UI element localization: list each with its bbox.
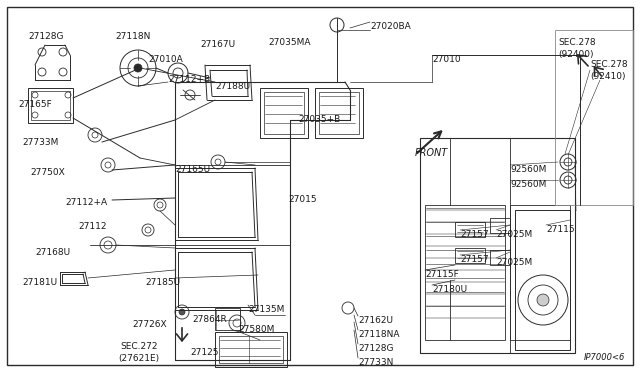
Text: 27135M: 27135M xyxy=(248,305,284,314)
Text: 27112+A: 27112+A xyxy=(65,198,107,207)
Bar xyxy=(219,336,283,363)
Text: 27115: 27115 xyxy=(546,225,575,234)
Text: SEC.278: SEC.278 xyxy=(590,60,628,69)
Text: 27025M: 27025M xyxy=(496,230,532,239)
Text: 27157: 27157 xyxy=(460,255,488,264)
Text: 27112+B: 27112+B xyxy=(168,75,210,84)
Text: 27188U: 27188U xyxy=(215,82,250,91)
Text: 27165F: 27165F xyxy=(18,100,52,109)
Bar xyxy=(260,88,308,138)
Text: 27185U: 27185U xyxy=(145,278,180,287)
Bar xyxy=(315,88,363,138)
Text: 27125: 27125 xyxy=(190,348,218,357)
Text: 27168U: 27168U xyxy=(35,248,70,257)
Text: 27010A: 27010A xyxy=(148,55,183,64)
Text: IP7000<6: IP7000<6 xyxy=(584,353,625,362)
Text: 27035MA: 27035MA xyxy=(268,38,310,47)
Text: 92560M: 92560M xyxy=(510,165,547,174)
Bar xyxy=(515,210,570,350)
Text: (27621E): (27621E) xyxy=(118,354,159,363)
Text: 27025M: 27025M xyxy=(496,258,532,267)
Text: 27580M: 27580M xyxy=(238,325,275,334)
Text: 27128G: 27128G xyxy=(28,32,63,41)
Text: 27035+B: 27035+B xyxy=(298,115,340,124)
Text: SEC.272: SEC.272 xyxy=(120,342,157,351)
Bar xyxy=(420,138,575,353)
Bar xyxy=(28,88,73,123)
Text: 92560M: 92560M xyxy=(510,180,547,189)
Text: 27167U: 27167U xyxy=(200,40,235,49)
Text: 27128G: 27128G xyxy=(358,344,394,353)
Text: SEC.278: SEC.278 xyxy=(558,38,596,47)
Text: 27733M: 27733M xyxy=(22,138,58,147)
Bar xyxy=(455,248,485,263)
Bar xyxy=(490,218,510,233)
Bar xyxy=(215,332,287,367)
Circle shape xyxy=(537,294,549,306)
Bar xyxy=(319,92,359,134)
Text: 27750X: 27750X xyxy=(30,168,65,177)
Bar xyxy=(425,205,505,340)
Bar xyxy=(215,308,240,330)
Text: 27864R: 27864R xyxy=(192,315,227,324)
Text: 27733N: 27733N xyxy=(358,358,394,367)
Bar xyxy=(510,205,570,340)
Bar xyxy=(490,250,510,265)
Text: 27115F: 27115F xyxy=(425,270,459,279)
Bar xyxy=(455,222,485,237)
Text: 27020BA: 27020BA xyxy=(370,22,411,31)
Bar xyxy=(31,91,70,120)
Text: 27180U: 27180U xyxy=(432,285,467,294)
Text: 27157: 27157 xyxy=(460,230,488,239)
Circle shape xyxy=(134,64,142,72)
Text: 27112: 27112 xyxy=(78,222,106,231)
Circle shape xyxy=(179,309,185,315)
Bar xyxy=(555,30,633,205)
Text: FRONT: FRONT xyxy=(415,148,448,158)
Text: (92400): (92400) xyxy=(558,50,593,59)
Text: 27162U: 27162U xyxy=(358,316,393,325)
Text: 27726X: 27726X xyxy=(132,320,166,329)
Text: 27118NA: 27118NA xyxy=(358,330,399,339)
Bar xyxy=(264,92,304,134)
Text: 27165U: 27165U xyxy=(175,165,210,174)
Text: 27118N: 27118N xyxy=(115,32,150,41)
Text: 27010: 27010 xyxy=(432,55,461,64)
Text: (92410): (92410) xyxy=(590,72,625,81)
Text: 27181U: 27181U xyxy=(22,278,57,287)
Text: 27015: 27015 xyxy=(288,195,317,204)
